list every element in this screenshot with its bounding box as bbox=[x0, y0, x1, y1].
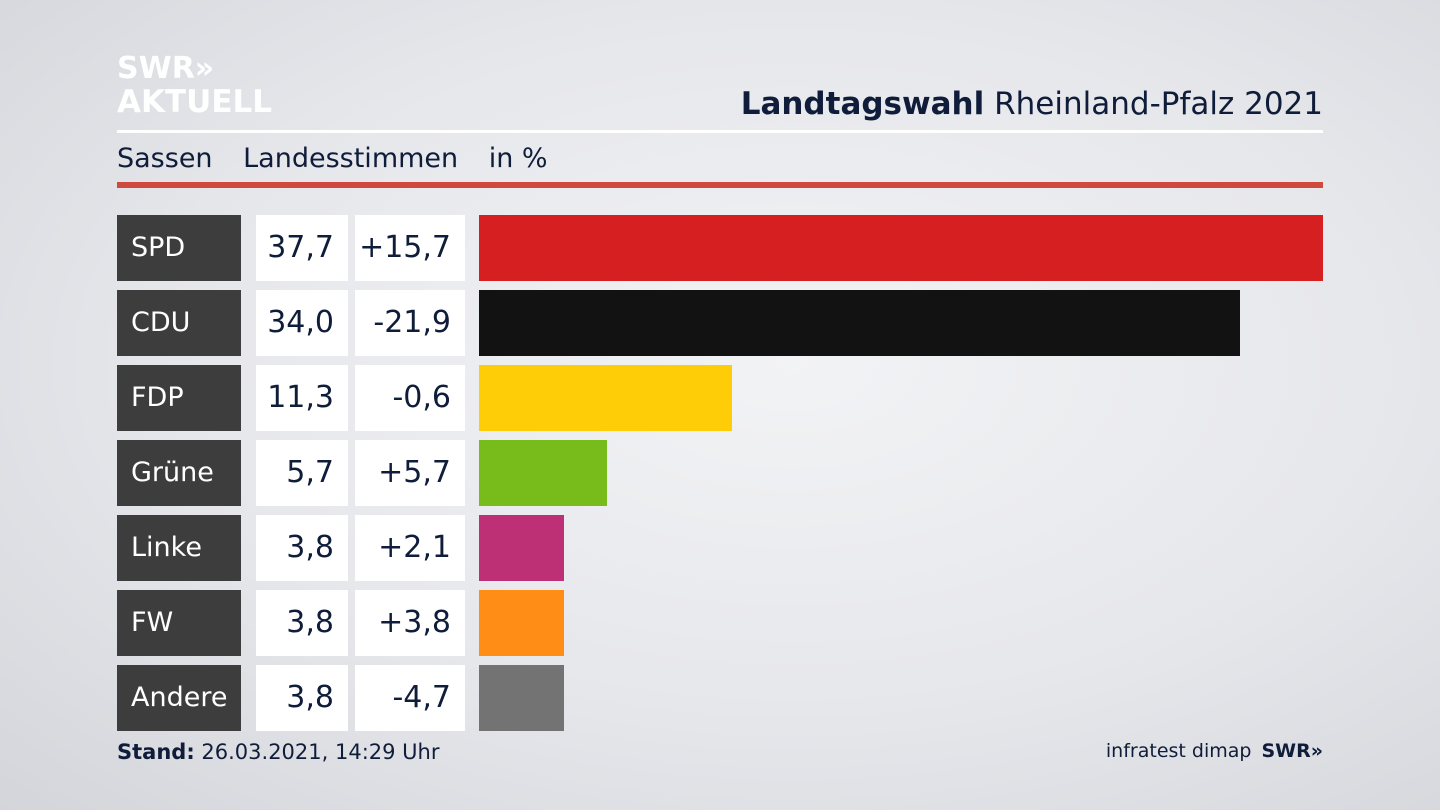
result-bar bbox=[479, 215, 1323, 281]
chart-row: Andere 3,8 -4,7 bbox=[0, 665, 1440, 731]
source-name: infratest dimap bbox=[1105, 740, 1252, 762]
subtitle-unit: in % bbox=[488, 143, 548, 174]
chart-row: SPD 37,7 +15,7 bbox=[0, 215, 1440, 281]
party-label: Linke bbox=[117, 515, 241, 581]
subtitle-divider bbox=[117, 182, 1323, 188]
timestamp: Stand: 26.03.2021, 14:29 Uhr bbox=[117, 740, 440, 764]
result-bar bbox=[479, 590, 564, 656]
title-bold: Landtagswahl bbox=[740, 86, 985, 122]
chart-title: Landtagswahl Rheinland-Pfalz 2021 bbox=[741, 86, 1323, 122]
result-bar bbox=[479, 665, 564, 731]
change-value: +2,1 bbox=[355, 515, 465, 581]
vote-share-value: 5,7 bbox=[256, 440, 348, 506]
chart-row: CDU 34,0 -21,9 bbox=[0, 290, 1440, 356]
change-value: -4,7 bbox=[355, 665, 465, 731]
vote-share-value: 3,8 bbox=[256, 590, 348, 656]
stand-label: Stand: bbox=[117, 740, 195, 764]
header-divider bbox=[117, 130, 1323, 133]
chart-row: FW 3,8 +3,8 bbox=[0, 590, 1440, 656]
party-label: FW bbox=[117, 590, 241, 656]
result-bar bbox=[479, 440, 607, 506]
change-value: +3,8 bbox=[355, 590, 465, 656]
result-bar bbox=[479, 515, 564, 581]
result-bar bbox=[479, 290, 1240, 356]
party-label: CDU bbox=[117, 290, 241, 356]
vote-share-value: 37,7 bbox=[256, 215, 348, 281]
subtitle-measure: Landesstimmen bbox=[243, 143, 459, 174]
chart-row: Grüne 5,7 +5,7 bbox=[0, 440, 1440, 506]
party-label: FDP bbox=[117, 365, 241, 431]
result-bar bbox=[479, 365, 732, 431]
vote-share-value: 34,0 bbox=[256, 290, 348, 356]
chart-subtitle: Sassen Landesstimmen in % bbox=[117, 143, 570, 174]
party-label: Grüne bbox=[117, 440, 241, 506]
logo-line-1: SWR» bbox=[117, 51, 215, 86]
change-value: +5,7 bbox=[355, 440, 465, 506]
chart-row: Linke 3,8 +2,1 bbox=[0, 515, 1440, 581]
stand-value: 26.03.2021, 14:29 Uhr bbox=[194, 740, 440, 764]
party-label: SPD bbox=[117, 215, 241, 281]
chart-row: FDP 11,3 -0,6 bbox=[0, 365, 1440, 431]
vote-share-value: 11,3 bbox=[256, 365, 348, 431]
swr-aktuell-logo: SWR» AKTUELL bbox=[117, 54, 272, 118]
source-credit: infratest dimap SWR» bbox=[1106, 740, 1323, 762]
party-label: Andere bbox=[117, 665, 241, 731]
logo-line-2: AKTUELL bbox=[117, 84, 273, 120]
swr-brand-logo: SWR» bbox=[1261, 740, 1323, 762]
change-value: -0,6 bbox=[355, 365, 465, 431]
subtitle-place: Sassen bbox=[117, 143, 213, 174]
title-rest: Rheinland-Pfalz 2021 bbox=[984, 86, 1323, 122]
change-value: -21,9 bbox=[355, 290, 465, 356]
vote-share-value: 3,8 bbox=[256, 665, 348, 731]
change-value: +15,7 bbox=[355, 215, 465, 281]
vote-share-value: 3,8 bbox=[256, 515, 348, 581]
